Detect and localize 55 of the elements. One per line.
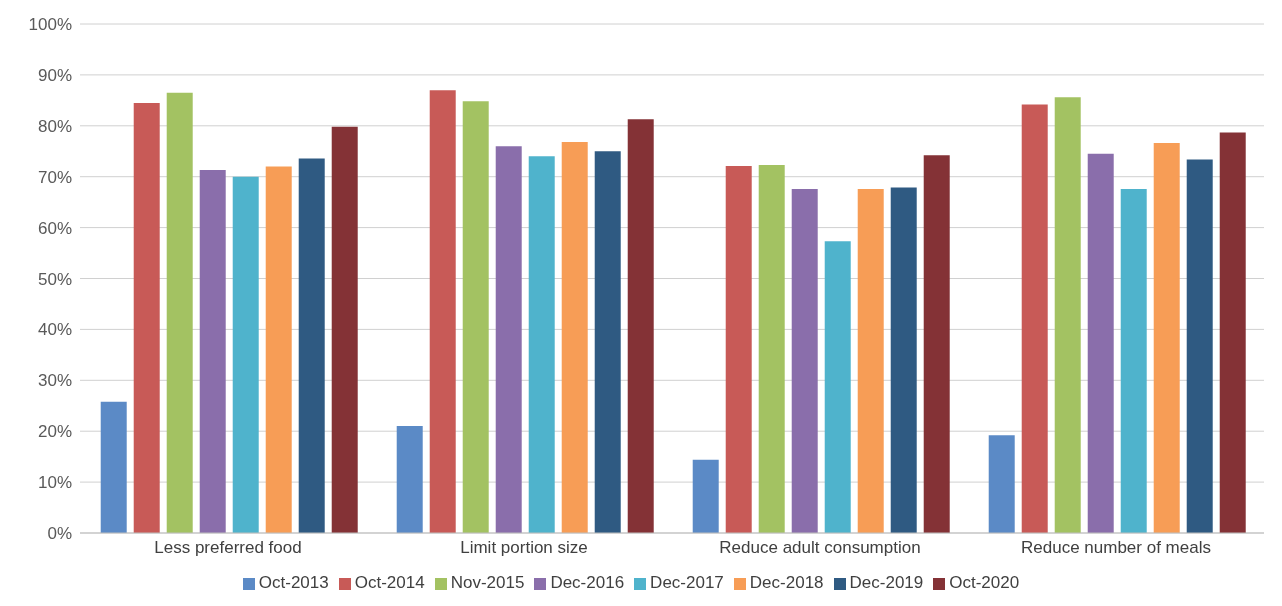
bar xyxy=(692,459,719,533)
y-tick-label: 90% xyxy=(37,65,72,85)
bar xyxy=(1186,159,1213,533)
bar xyxy=(857,188,884,533)
y-tick-label: 30% xyxy=(37,371,72,391)
bar xyxy=(495,146,522,533)
bar xyxy=(429,90,456,533)
legend-label: Oct-2013 xyxy=(258,573,329,592)
x-tick-label: Reduce adult consumption xyxy=(719,538,921,558)
bar xyxy=(988,435,1015,533)
bar xyxy=(133,102,160,533)
bar xyxy=(1087,153,1114,533)
bar xyxy=(725,166,752,533)
bar xyxy=(890,187,917,533)
y-tick-label: 40% xyxy=(37,320,72,340)
legend-label: Dec-2017 xyxy=(650,573,724,592)
legend-label: Dec-2016 xyxy=(550,573,625,592)
y-tick-label: 20% xyxy=(37,422,72,442)
legend-label: Dec-2019 xyxy=(849,573,924,592)
y-tick-label: 80% xyxy=(37,116,72,136)
bar xyxy=(1219,132,1246,533)
bar xyxy=(1120,188,1147,533)
bar xyxy=(594,151,621,533)
y-tick-label: 60% xyxy=(37,218,72,238)
bar xyxy=(824,241,851,533)
bar xyxy=(627,119,654,533)
bar xyxy=(331,126,358,533)
bar xyxy=(396,426,423,533)
bar xyxy=(199,170,226,533)
legend-label: Oct-2020 xyxy=(949,573,1020,592)
bar xyxy=(1021,104,1048,533)
bar xyxy=(462,101,489,533)
x-tick-label: Reduce number of meals xyxy=(1021,538,1211,558)
legend-label: Dec-2018 xyxy=(749,573,824,592)
bar xyxy=(265,166,292,533)
bar xyxy=(528,156,555,533)
x-tick-label: Limit portion size xyxy=(460,538,588,558)
x-tick-label: Less preferred food xyxy=(154,538,302,558)
bar xyxy=(232,176,259,533)
legend-label: Nov-2015 xyxy=(450,573,525,592)
bar xyxy=(1153,143,1180,533)
bar xyxy=(758,164,785,533)
legend-label: Oct-2014 xyxy=(354,573,425,592)
y-tick-label: 70% xyxy=(37,167,72,187)
bar xyxy=(923,155,950,533)
bar xyxy=(298,158,325,533)
bar xyxy=(1054,97,1081,533)
bar xyxy=(166,92,193,533)
bar xyxy=(561,142,588,533)
y-tick-label: 100% xyxy=(28,15,72,35)
y-tick-label: 10% xyxy=(37,473,72,493)
bar xyxy=(791,188,818,533)
bar xyxy=(100,401,127,533)
y-tick-label: 50% xyxy=(37,269,72,289)
y-tick-label: 0% xyxy=(47,524,72,544)
